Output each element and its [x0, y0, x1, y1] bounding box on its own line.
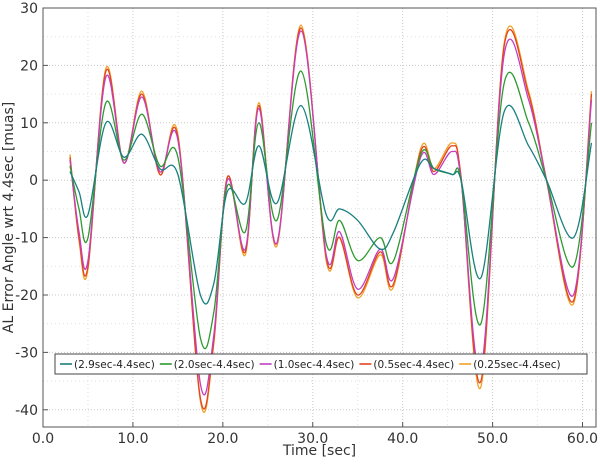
x-tick-label: 0.0 [32, 431, 54, 447]
y-tick-label: -10 [15, 231, 38, 247]
x-axis-label: Time [sec] [282, 443, 356, 459]
x-tick-label: 10.0 [117, 431, 148, 447]
x-tick-label: 30.0 [297, 431, 328, 447]
y-axis-label: AL Error Angle wrt 4.4sec [muas] [1, 102, 17, 333]
legend-entry-label: (1.0sec-4.4sec) [274, 359, 355, 371]
legend: (2.9sec-4.4sec) (2.0sec-4.4sec) (1.0sec-4.… [54, 353, 588, 375]
legend-box [54, 353, 588, 375]
series-line-1 [69, 70, 593, 350]
y-tick-label: -40 [15, 403, 38, 419]
legend-entry-label: (2.0sec-4.4sec) [174, 359, 255, 371]
x-tick-label: 20.0 [207, 431, 238, 447]
y-tick-label: 10 [20, 116, 38, 132]
plot-frame [42, 7, 597, 428]
y-tick-label: -30 [15, 345, 38, 361]
series-line-0 [69, 104, 593, 305]
x-tick-label: 60.0 [567, 431, 598, 447]
series-lines [69, 24, 593, 413]
y-tick-label: 0 [29, 173, 38, 189]
legend-entry-label: (0.25sec-4.4sec) [473, 359, 560, 371]
y-tick-label: -20 [15, 288, 38, 304]
y-tick-label: 30 [20, 1, 38, 17]
x-tick-label: 40.0 [387, 431, 418, 447]
y-tick-label: 20 [20, 58, 38, 74]
legend-entry-label: (0.5sec-4.4sec) [373, 359, 454, 371]
grid [42, 7, 596, 427]
legend-entry-label: (2.9sec-4.4sec) [74, 359, 155, 371]
x-tick-label: 50.0 [477, 431, 508, 447]
y-axis-ticks: -40 -30 -20 -10 0 10 20 30 [15, 1, 48, 419]
x-axis-ticks: 0.0 10.0 20.0 30.0 40.0 50.0 60.0 [32, 422, 598, 447]
